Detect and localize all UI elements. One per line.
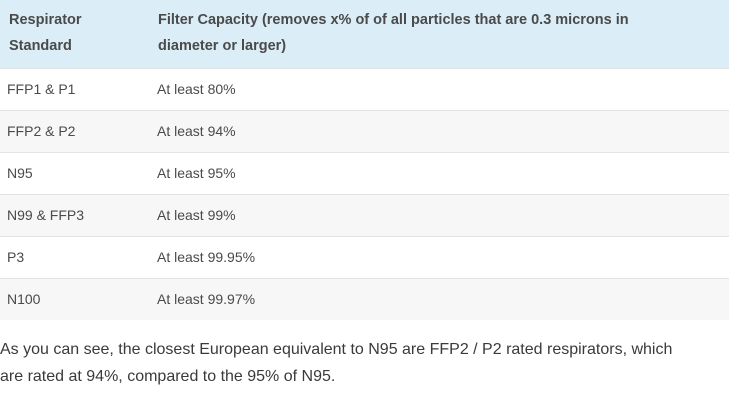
table-row: N100 At least 99.97% [0,278,729,320]
summary-paragraph: As you can see, the closest European equ… [0,336,729,390]
cell-standard: N95 [7,165,33,181]
header-respirator-standard-line-2: Standard [9,38,72,54]
cell-capacity: At least 99% [157,207,236,223]
table-row: N95 At least 95% [0,152,729,194]
summary-line-1: As you can see, the closest European equ… [0,341,673,358]
table-header-row: Respirator Standard Filter Capacity (rem… [0,0,729,68]
cell-capacity: At least 94% [157,123,236,139]
cell-standard: N100 [7,291,41,308]
header-respirator-standard: Respirator Standard [0,0,150,68]
summary-line-2: are rated at 94%, compared to the 95% of… [0,368,336,385]
header-filter-capacity: Filter Capacity (removes x% of of all pa… [150,0,729,68]
cell-capacity: At least 95% [157,165,236,181]
table-row: FFP2 & P2 At least 94% [0,110,729,152]
table-header: Respirator Standard Filter Capacity (rem… [0,0,729,68]
header-filter-capacity-line-1: Filter Capacity (removes x% of of all pa… [158,12,629,28]
table-row: P3 At least 99.95% [0,236,729,278]
cell-standard: P3 [7,249,25,265]
table-row: N99 & FFP3 At least 99% [0,194,729,236]
cell-standard: FFP2 & P2 [7,123,76,139]
cell-standard: FFP1 & P1 [7,81,76,97]
cell-capacity: At least 99.95% [157,249,256,265]
cell-capacity: At least 99.97% [157,291,256,308]
cell-standard: N99 & FFP3 [7,207,85,223]
cell-capacity: At least 80% [157,81,236,97]
header-filter-capacity-line-2: diameter or larger) [158,38,287,54]
header-respirator-standard-line-1: Respirator [9,12,82,28]
table-row: FFP1 & P1 At least 80% [0,68,729,110]
respirator-table: Respirator Standard Filter Capacity (rem… [0,0,729,320]
table-body: FFP1 & P1 At least 80% FFP2 & P2 At leas… [0,68,729,320]
